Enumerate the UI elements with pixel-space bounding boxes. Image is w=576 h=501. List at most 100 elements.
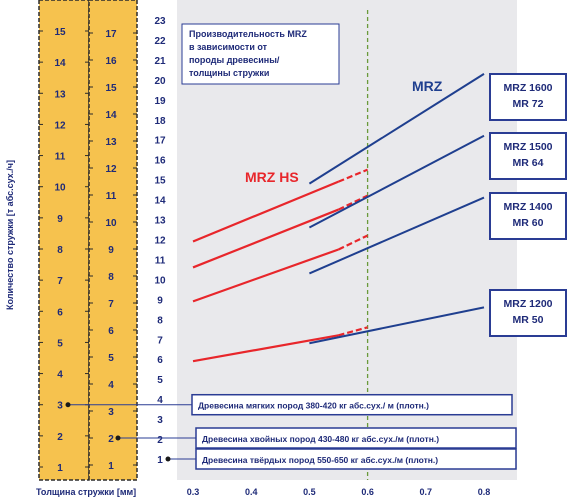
ruler-conifer-tick-3: 3 [108,407,114,418]
wood-marker-0 [65,402,71,408]
ruler-ticks: 1234567891011121314151234567891011121314… [39,16,166,474]
mrz-hs-dashed-0 [338,168,369,183]
mrz-label-0-line-1: MR 72 [513,98,544,110]
mrz-label-box-3 [489,289,567,337]
mrz-label: MRZ [412,78,443,94]
mrz-line-1 [308,134,485,229]
mrz-label-0-line-0: MRZ 1600 [503,82,552,94]
x-tick-0.4: 0.4 [245,487,258,497]
ruler-soft-tick-1: 1 [57,463,63,474]
x-axis-ticks: 0.3 0.4 0.5 0.6 0.7 0.8 [187,487,491,497]
wood-label-2: Древесина твёрдых пород 550-650 кг абс.с… [202,455,438,465]
ruler-hard-tick-6: 6 [157,355,163,366]
ruler-hard-tick-20: 20 [154,76,166,87]
ruler-hard-tick-9: 9 [157,295,163,306]
mrz-label-2-line-1: MR 60 [513,217,544,229]
ruler-hard-tick-23: 23 [154,16,166,27]
mrz-line-3 [309,306,485,345]
ruler-soft-tick-5: 5 [57,338,63,349]
title-box-frame [181,23,340,85]
ruler-soft-tick-9: 9 [57,214,63,225]
wood-marker-1 [115,435,121,441]
mrz-hs-dashed-3 [338,326,368,337]
mrz-label-box-2 [489,192,567,240]
mrz-hs-dashed-1 [338,194,369,211]
x-tick-0.8: 0.8 [478,487,491,497]
ruler-conifer-tick-17: 17 [105,29,117,40]
ruler-conifer-tick-4: 4 [108,380,114,391]
ruler-hard-tick-8: 8 [157,315,163,326]
ruler-hard-tick-2: 2 [157,435,163,446]
ruler-conifer-tick-6: 6 [108,326,114,337]
mrz-label-box-0 [489,73,567,121]
wood-label-box-0 [191,393,513,416]
ruler-hard-tick-16: 16 [154,156,166,167]
wood-label-0: Древесина мягких пород 380-420 кг абс.су… [198,401,429,411]
ruler-soft-tick-10: 10 [54,183,66,194]
mrz-hs-line-0 [192,180,339,243]
ruler-conifer-tick-8: 8 [108,272,114,283]
y-axis-label: Количество стружки [т абс.сух./ч] [5,160,15,310]
x-tick-0.3: 0.3 [187,487,200,497]
ruler-soft [38,0,90,481]
mrz-label-1-line-1: MR 64 [513,157,544,169]
ruler-soft-tick-4: 4 [57,370,63,381]
mrz-label-3-line-1: MR 50 [513,314,544,326]
x-tick-0.6: 0.6 [361,487,374,497]
ruler-soft-tick-6: 6 [57,307,63,318]
title-box: Производительность MRZ в зависимости от … [181,23,340,85]
ruler-conifer-tick-16: 16 [105,56,117,67]
ruler-conifer-tick-2: 2 [108,434,114,445]
series-lines: MRZ 1600 MR 72 MRZ 1500 MR 64 MRZ 1400 MR 60 M… [192,73,567,363]
mrz-hs-line-3 [192,334,339,363]
ruler-conifer-tick-11: 11 [106,191,117,202]
ruler-soft-tick-7: 7 [57,276,63,287]
ruler-soft-tick-15: 15 [54,27,66,38]
ruler-conifer-tick-1: 1 [108,461,114,472]
mrz-hs-label: MRZ HS [245,169,299,185]
ruler-hard-tick-5: 5 [157,375,163,386]
ruler-conifer-tick-13: 13 [105,137,117,148]
ruler-soft-tick-11: 11 [55,152,66,163]
ruler-soft-tick-2: 2 [57,432,63,443]
mrz-label-1-line-0: MRZ 1500 [503,141,552,153]
mrz-label-3-line-0: MRZ 1200 [503,298,552,310]
ruler-conifer-tick-5: 5 [108,353,114,364]
chart-title-line-4: толщины стружки [189,68,269,78]
ruler-conifer-tick-12: 12 [105,164,117,175]
ruler-soft-tick-3: 3 [57,401,63,412]
mrz-line-0 [308,73,485,185]
ruler-hard-tick-19: 19 [154,96,166,107]
chart-title-line-2: в зависимости от [189,42,268,52]
ruler-hard-tick-11: 11 [155,255,166,266]
ruler-hard-tick-7: 7 [157,335,163,346]
wood-label-box-2 [195,448,517,470]
x-tick-0.5: 0.5 [303,487,316,497]
ruler-hard-tick-17: 17 [154,136,166,147]
mrz-hs-line-1 [192,208,339,269]
ruler-soft-tick-8: 8 [57,245,63,256]
ruler-soft-tick-12: 12 [54,120,66,131]
ruler-conifer-tick-9: 9 [108,245,114,256]
wood-label-box-1 [195,427,517,449]
ruler-conifer-tick-7: 7 [108,299,114,310]
ruler-conifer-tick-15: 15 [105,83,117,94]
ruler-hard-tick-10: 10 [154,275,166,286]
ruler-conifer [88,0,138,481]
ruler-soft-tick-14: 14 [54,58,66,69]
ruler-hard-tick-1: 1 [157,455,163,466]
chart-title-line-3: породы древесины/ [189,55,280,65]
mrz-label-box-1 [489,132,567,180]
ruler-conifer-tick-14: 14 [105,110,117,121]
chart-title-line-1: Производительность MRZ [189,29,307,39]
mrz-label-2-line-0: MRZ 1400 [503,201,552,213]
ruler-conifer-tick-10: 10 [105,218,117,229]
ruler-soft-tick-13: 13 [54,89,66,100]
x-tick-0.7: 0.7 [420,487,433,497]
ruler-hard-tick-12: 12 [154,236,166,247]
ruler-hard-tick-18: 18 [154,116,166,127]
ruler-hard-tick-21: 21 [154,56,166,67]
ruler-hard-tick-4: 4 [157,395,163,406]
ruler-hard-tick-22: 22 [154,36,166,47]
